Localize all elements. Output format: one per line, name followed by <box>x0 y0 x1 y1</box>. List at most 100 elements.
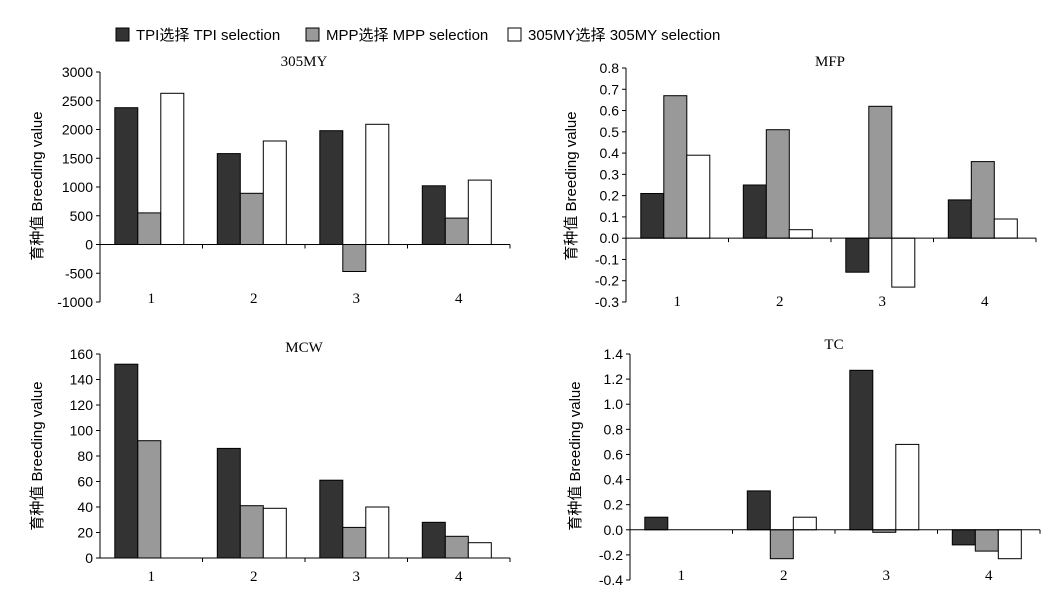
panel-mfp-y-tick-label: -0.1 <box>595 251 619 267</box>
panel-mcw-title: MCW <box>285 340 323 356</box>
panel-mcw-category-label: 1 <box>148 569 156 585</box>
panel-tc-ylabel: 育种值 Breeding value <box>567 381 584 530</box>
panel-mcw-bar-305my-3 <box>365 506 390 559</box>
panel-tc-bar-305my-4 <box>997 529 1022 560</box>
panel-tc-y-tick-label: 0.0 <box>604 522 624 538</box>
panel-mfp-bar-tpi-3 <box>845 237 870 273</box>
panel-tc-y-tick-label: 0.4 <box>604 472 624 488</box>
legend-label-mpp: MPP选择 MPP selection <box>326 27 488 44</box>
panel-305my-bar-tpi-1 <box>114 107 139 245</box>
panel-mcw-ylabel: 育种值 Breeding value <box>29 381 46 530</box>
panel-305my-y-tick-label: 0 <box>85 237 93 253</box>
panel-mfp-category-label: 2 <box>776 294 784 310</box>
panel-mcw-y-tick-label: 100 <box>70 423 94 439</box>
panel-tc-y-tick-label: 0.6 <box>604 446 624 462</box>
panel-mcw-category-label: 4 <box>455 569 463 585</box>
panel-mcw-y-tick-label: 80 <box>77 448 93 464</box>
panel-mfp-bar-305my-4 <box>993 218 1018 239</box>
panel-305my-bar-mpp-3 <box>342 244 367 272</box>
panel-mfp-y-tick-label: 0.5 <box>600 124 620 140</box>
panel-tc-category-label: 2 <box>780 568 788 584</box>
panel-mfp-title: MFP <box>815 54 845 70</box>
panel-mcw-bar-mpp-2 <box>239 505 264 559</box>
panel-mfp-y-tick-label: 0.8 <box>600 60 620 76</box>
panel-mfp-y-tick-label: 0.2 <box>600 188 620 204</box>
panel-tc-bar-tpi-3 <box>849 369 874 531</box>
legend: TPI选择 TPI selection MPP选择 MPP selection … <box>115 27 720 44</box>
panel-mfp: MFP 育种值 Breeding value -0.3 -0.2 -0.1 0.0 0.… <box>563 54 1037 310</box>
panel-mfp-y-tick-label: -0.2 <box>595 273 619 289</box>
panel-mfp-y-tick-label: -0.3 <box>595 294 619 310</box>
panel-mfp-bar-305my-1 <box>686 154 711 239</box>
panel-tc-y-tick-label: 0.8 <box>604 421 624 437</box>
panel-mcw-bar-305my-2 <box>262 507 287 559</box>
legend-swatch-305my <box>507 27 522 42</box>
panel-mcw-bar-mpp-3 <box>342 526 367 559</box>
panel-mcw-y-tick-label: 40 <box>77 499 93 515</box>
panel-mfp-bar-tpi-4 <box>947 199 972 239</box>
panel-305my-ylabel: 育种值 Breeding value <box>29 111 46 260</box>
panel-305my-category-label: 1 <box>148 291 156 307</box>
panel-305my-y-tick-label: 1000 <box>62 179 93 195</box>
panel-305my-y-tick-label: -1000 <box>57 294 93 310</box>
panel-305my-y-tick-label: 2500 <box>62 93 93 109</box>
panel-mfp-y-tick-label: 0.6 <box>600 103 620 119</box>
panel-tc-y-tick-label: -0.4 <box>599 572 623 588</box>
panel-305my-y-tick-label: 3000 <box>62 64 93 80</box>
panel-mfp-bar-mpp-4 <box>970 161 995 239</box>
panel-tc-bar-305my-3 <box>895 443 920 531</box>
panel-tc-bar-tpi-4 <box>951 529 976 546</box>
panel-mfp-y-tick-label: 0.1 <box>600 209 620 225</box>
legend-swatch-tpi <box>115 27 130 42</box>
panel-mcw-y-tick-label: 140 <box>70 372 94 388</box>
panel-tc: TC 育种值 Breeding value -0.4 -0.2 0.0 0.2 0.4 0… <box>567 337 1041 588</box>
panel-mfp-bar-mpp-2 <box>765 129 790 239</box>
panel-305my-bar-mpp-1 <box>137 212 162 245</box>
panel-mfp-y-tick-label: 0.4 <box>600 145 620 161</box>
panel-305my-y-tick-label: 500 <box>70 208 94 224</box>
panel-mcw-y-tick-label: 120 <box>70 397 94 413</box>
panel-mcw-bar-305my-4 <box>467 542 492 559</box>
panel-tc-category-label: 3 <box>883 568 891 584</box>
panel-305my-bar-305my-1 <box>160 92 185 245</box>
panel-mfp-category-label: 1 <box>674 294 682 310</box>
panel-mfp-y-tick-label: 0.3 <box>600 166 620 182</box>
panel-mcw-y-tick-label: 160 <box>70 346 94 362</box>
panel-mcw-bar-tpi-1 <box>114 363 139 559</box>
panel-305my-y-tick-label: 2000 <box>62 122 93 138</box>
panel-305my-bar-tpi-2 <box>216 153 241 246</box>
panel-mcw-bar-mpp-1 <box>137 440 162 559</box>
panel-tc-bar-mpp-2 <box>769 529 794 560</box>
panel-mcw-bar-tpi-3 <box>319 479 344 559</box>
panel-305my-bar-mpp-4 <box>444 217 469 246</box>
panel-mfp-category-label: 4 <box>981 294 989 310</box>
legend-label-305my: 305MY选择 305MY selection <box>528 27 720 44</box>
panel-305my-y-tick-label: 1500 <box>62 150 93 166</box>
panel-305my: 305MY 育种值 Breeding value -1000 -500 0 500 10… <box>29 54 511 310</box>
panel-mfp-bar-mpp-3 <box>868 105 893 239</box>
panel-mcw: MCW 育种值 Breeding value 02040608010012014… <box>29 340 511 585</box>
panel-mfp-bar-305my-2 <box>788 229 813 239</box>
panel-mcw-y-tick-label: 20 <box>77 525 93 541</box>
panel-tc-y-tick-label: 1.2 <box>604 371 624 387</box>
panel-mcw-y-tick-label: 60 <box>77 474 93 490</box>
panel-tc-bar-305my-2 <box>792 516 817 531</box>
panel-mfp-bar-305my-3 <box>891 237 916 288</box>
panel-tc-bar-mpp-4 <box>974 529 999 552</box>
panel-mfp-y-tick-label: 0.0 <box>600 230 620 246</box>
panel-305my-category-label: 2 <box>250 291 258 307</box>
panel-mfp-bar-tpi-2 <box>742 184 767 239</box>
panel-tc-y-tick-label: 1.4 <box>604 346 624 362</box>
panel-305my-bar-mpp-2 <box>239 192 264 246</box>
panel-mfp-bar-tpi-1 <box>640 193 665 239</box>
panel-305my-bar-305my-2 <box>262 140 287 245</box>
panel-tc-bar-tpi-2 <box>746 490 771 531</box>
panel-tc-category-label: 4 <box>985 568 993 584</box>
panel-305my-bar-305my-3 <box>365 123 390 245</box>
panel-305my-category-label: 4 <box>455 291 463 307</box>
panel-mcw-category-label: 2 <box>250 569 258 585</box>
panel-mcw-bar-tpi-2 <box>216 447 241 559</box>
panel-tc-bar-tpi-1 <box>644 516 669 531</box>
panel-tc-category-label: 1 <box>678 568 686 584</box>
